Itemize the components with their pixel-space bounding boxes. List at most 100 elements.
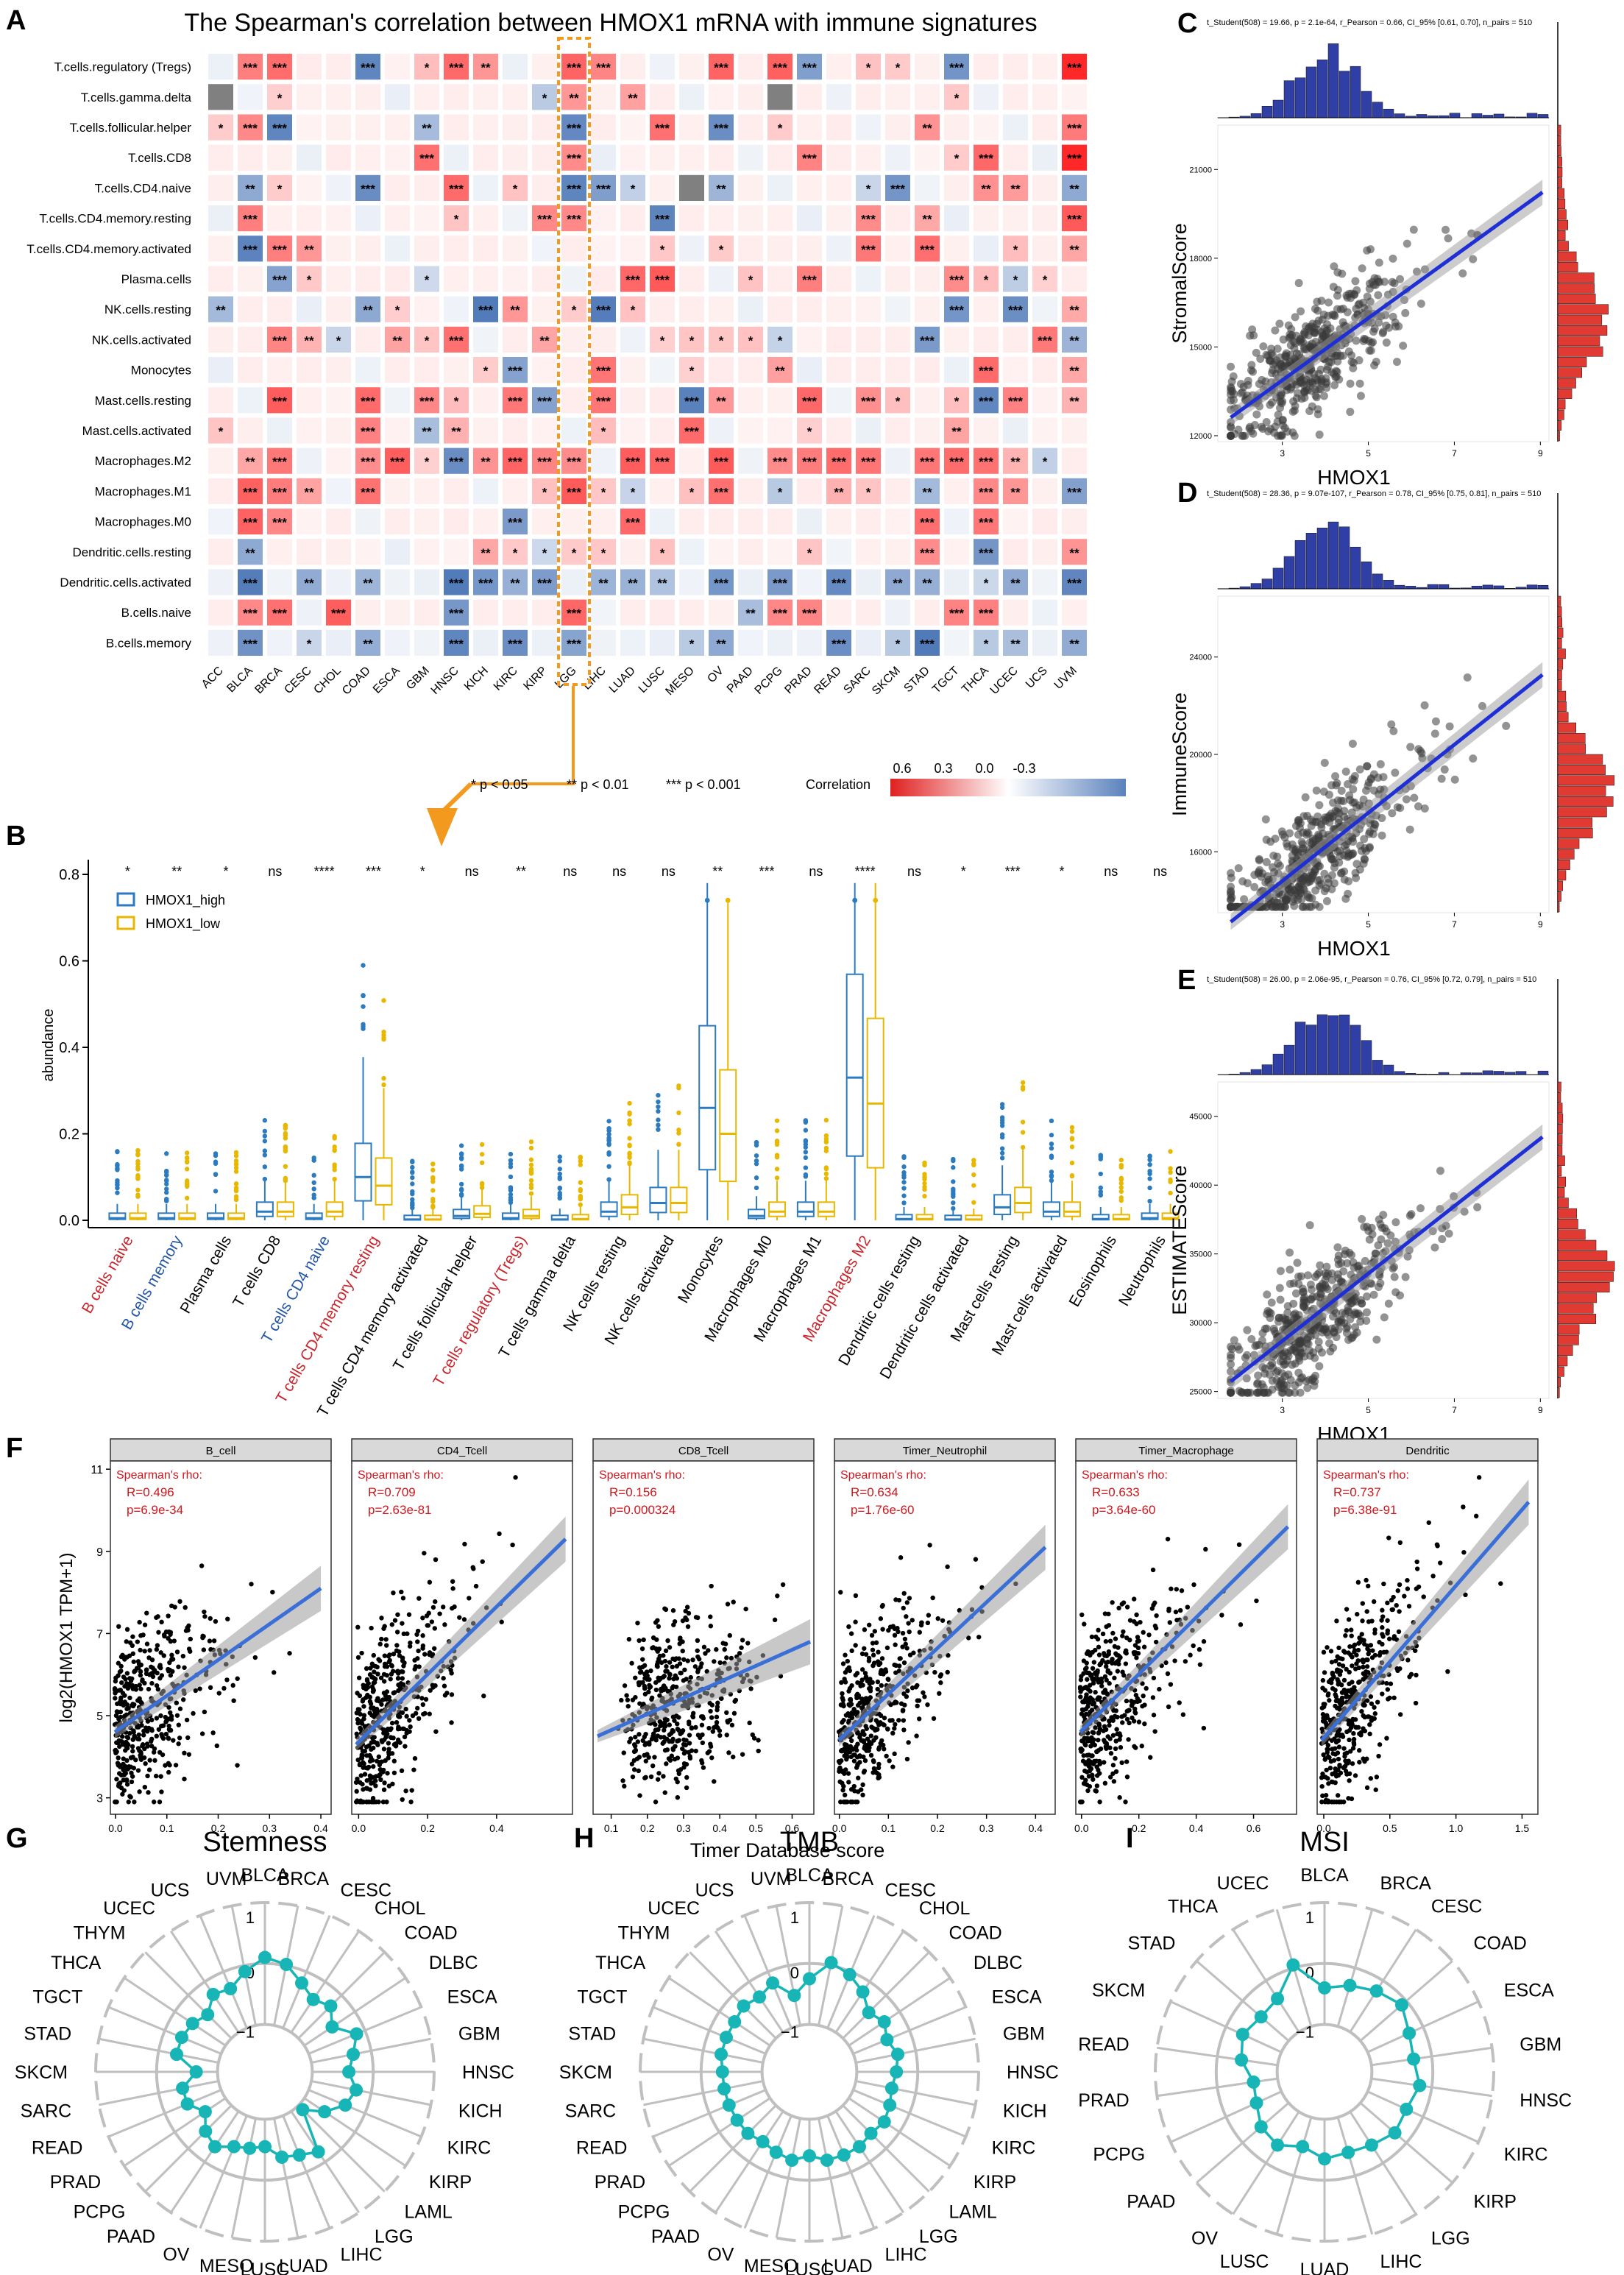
f-point	[630, 1774, 636, 1780]
heatmap-cell	[238, 569, 263, 595]
b-outlier	[233, 1169, 239, 1174]
b-significance: **	[171, 864, 182, 879]
scatter-point	[1262, 835, 1271, 844]
f-point	[637, 1638, 642, 1644]
heatmap-cell	[532, 174, 557, 201]
f-point	[180, 1653, 186, 1659]
scatter-point	[1361, 1256, 1369, 1265]
f-point	[622, 1683, 628, 1688]
heatmap-cell	[561, 629, 586, 656]
heatmap-cell	[326, 114, 351, 141]
heatmap-cell	[767, 174, 793, 201]
b-significance: ns	[1104, 864, 1118, 879]
heatmap-cell	[385, 266, 410, 292]
scatter-point	[1315, 801, 1324, 810]
b-outlier	[458, 1143, 464, 1148]
top-histogram-bar	[1361, 562, 1372, 590]
legend-title: Correlation	[806, 777, 870, 792]
b-outlier	[1049, 1145, 1054, 1151]
f-point	[213, 1618, 219, 1624]
heatmap-cell	[591, 569, 616, 595]
heatmap-cell	[767, 205, 793, 232]
heatmap-cell	[355, 357, 380, 383]
scatter-point	[1355, 1312, 1364, 1320]
b-significance: *	[224, 864, 229, 879]
f-point	[182, 1776, 187, 1782]
f-point	[695, 1638, 701, 1644]
f-point	[168, 1710, 173, 1716]
f-point	[664, 1663, 669, 1669]
heatmap-cell	[915, 357, 940, 383]
x-tick-label: 3	[1280, 448, 1285, 459]
heatmap-cell	[767, 84, 793, 110]
f-point	[160, 1752, 166, 1758]
f-point	[225, 1616, 230, 1621]
scatter-point	[1359, 336, 1368, 345]
b-outlier	[1069, 1129, 1075, 1134]
f-point	[739, 1645, 744, 1650]
f-point	[467, 1596, 472, 1601]
b-outlier	[557, 1186, 562, 1192]
f-fit-line	[355, 1538, 567, 1746]
f-point	[201, 1647, 207, 1652]
scatter-point	[1349, 785, 1358, 793]
heatmap-star: ***	[979, 516, 993, 530]
y-tick-label: 24000	[1189, 654, 1212, 662]
scatter-point	[1409, 225, 1418, 234]
b-outlier	[361, 1024, 366, 1029]
top-histogram-bar	[1471, 585, 1483, 590]
f-point	[186, 1752, 192, 1757]
f-point	[168, 1630, 174, 1635]
heatmap-cell	[915, 144, 940, 171]
f-point	[355, 1691, 360, 1696]
f-point	[392, 1618, 398, 1623]
heatmap-cell	[473, 357, 498, 383]
heatmap-cell	[826, 417, 851, 444]
heatmap-cell	[1062, 599, 1087, 626]
heatmap-star: *	[660, 546, 665, 560]
heatmap-cell	[1062, 326, 1087, 353]
f-point	[369, 1674, 375, 1680]
heatmap-cell	[444, 629, 469, 656]
heatmap-cell	[1032, 387, 1057, 414]
heatmap-cell	[709, 447, 734, 474]
f-r-value: R=0.496	[127, 1485, 174, 1499]
heatmap-star: **	[1010, 455, 1021, 469]
scatter-point	[1372, 1249, 1380, 1258]
f-point	[176, 1722, 182, 1727]
heatmap-cell	[709, 144, 734, 171]
heatmap-cell	[944, 114, 969, 141]
f-point	[672, 1718, 677, 1723]
b-outlier	[479, 1152, 485, 1157]
heatmap-cell	[1032, 174, 1057, 201]
f-point	[416, 1596, 422, 1601]
f-point	[376, 1800, 381, 1805]
heatmap-cell	[238, 387, 263, 414]
heatmap-cell	[267, 478, 292, 504]
scatter-point	[1256, 354, 1265, 363]
f-point	[146, 1790, 151, 1795]
heatmap-row-label: Macrophages.M1	[95, 484, 191, 498]
heatmap-cell	[444, 84, 469, 110]
scatter-point	[1254, 868, 1263, 877]
b-outlier	[823, 1148, 829, 1153]
f-point	[155, 1643, 160, 1648]
f-point	[385, 1731, 390, 1737]
scatter-point	[1283, 386, 1291, 395]
scatter-point	[1243, 879, 1252, 888]
b-outlier	[332, 1136, 337, 1141]
right-histogram-bar	[1557, 1250, 1608, 1261]
scatter-point	[1276, 1377, 1285, 1386]
scatter-point	[1276, 353, 1285, 362]
heatmap-cell	[620, 236, 645, 262]
heatmap-cell	[444, 478, 469, 504]
b-outlier	[528, 1191, 534, 1196]
heatmap-cell	[620, 54, 645, 80]
heatmap-cell	[1003, 539, 1028, 565]
f-point	[405, 1631, 410, 1636]
heatmap-cell	[532, 144, 557, 171]
b-significance: ***	[759, 864, 775, 879]
heatmap-cell	[1032, 447, 1057, 474]
heatmap-star: ***	[361, 61, 375, 75]
